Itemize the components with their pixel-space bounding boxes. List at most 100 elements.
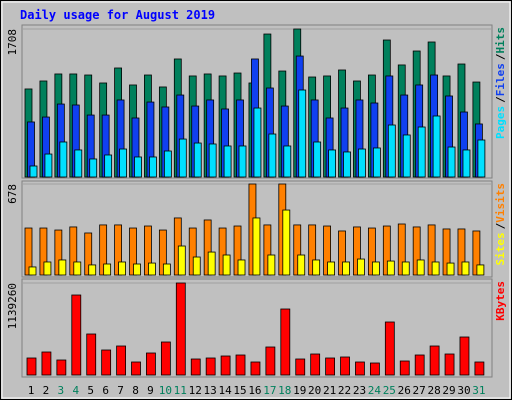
bar bbox=[89, 158, 98, 178]
bar bbox=[283, 145, 292, 178]
bar bbox=[192, 256, 201, 276]
bar bbox=[69, 226, 78, 276]
bar bbox=[188, 227, 197, 276]
x-tick-label: 2 bbox=[43, 384, 50, 397]
bar bbox=[133, 263, 141, 276]
bar bbox=[253, 107, 262, 178]
bar bbox=[397, 223, 406, 276]
bar bbox=[73, 261, 82, 276]
bar bbox=[134, 156, 142, 178]
bar bbox=[235, 354, 246, 376]
x-tick-label: 16 bbox=[248, 384, 261, 397]
bar bbox=[323, 225, 332, 276]
bar bbox=[149, 156, 157, 178]
bar bbox=[474, 361, 485, 376]
bar bbox=[312, 259, 321, 276]
bar bbox=[429, 345, 440, 376]
bar bbox=[160, 341, 171, 376]
bar bbox=[208, 143, 217, 178]
bar bbox=[24, 227, 33, 276]
bar bbox=[131, 361, 141, 376]
x-tick-label: 13 bbox=[204, 384, 217, 397]
bar bbox=[298, 89, 307, 178]
legend-entry: Hits bbox=[494, 27, 507, 54]
bar bbox=[237, 259, 246, 276]
bar bbox=[263, 224, 272, 276]
bar bbox=[358, 148, 366, 178]
bar bbox=[28, 266, 37, 276]
bar bbox=[412, 226, 421, 276]
x-tick-label: 28 bbox=[427, 384, 440, 397]
bar bbox=[325, 357, 336, 376]
bar bbox=[118, 261, 126, 276]
x-tick-label: 14 bbox=[218, 384, 232, 397]
bar bbox=[148, 262, 156, 276]
bar bbox=[295, 358, 306, 376]
bar bbox=[144, 225, 152, 276]
x-tick-label: 9 bbox=[147, 384, 154, 397]
bar bbox=[223, 145, 232, 178]
y-tick-label: 1708 bbox=[6, 29, 19, 56]
bar bbox=[327, 261, 336, 276]
legend: Sites /Visits bbox=[494, 183, 507, 266]
legend-entry: KBytes bbox=[494, 281, 507, 321]
bar bbox=[280, 308, 291, 376]
legend-entry: Sites bbox=[494, 232, 507, 265]
bar bbox=[459, 336, 470, 376]
bar bbox=[472, 230, 481, 276]
bar bbox=[43, 261, 52, 276]
bar bbox=[101, 349, 112, 376]
legend: KBytes bbox=[494, 281, 507, 321]
bar bbox=[59, 141, 68, 178]
bar bbox=[328, 149, 337, 178]
bar bbox=[41, 351, 52, 376]
bar bbox=[119, 148, 127, 178]
bar bbox=[462, 149, 471, 178]
bar bbox=[158, 229, 167, 276]
x-tick-label: 15 bbox=[233, 384, 246, 397]
x-tick-label: 5 bbox=[87, 384, 94, 397]
x-tick-label: 31 bbox=[472, 384, 485, 397]
bar bbox=[178, 138, 187, 178]
bar bbox=[129, 227, 137, 276]
x-tick-label: 7 bbox=[117, 384, 124, 397]
bar bbox=[447, 146, 456, 178]
bar bbox=[342, 261, 350, 276]
y-tick-label: 678 bbox=[6, 184, 19, 204]
bar bbox=[282, 209, 291, 276]
bar bbox=[146, 352, 156, 376]
bar bbox=[29, 165, 38, 178]
bar bbox=[267, 254, 276, 276]
bar bbox=[26, 357, 37, 376]
bar bbox=[401, 261, 410, 276]
bar bbox=[218, 227, 227, 276]
legend: Pages/Files/Hits bbox=[494, 27, 507, 139]
bar bbox=[268, 133, 277, 178]
bar bbox=[293, 224, 302, 276]
bar bbox=[86, 333, 97, 376]
x-tick-label: 18 bbox=[278, 384, 291, 397]
bar bbox=[222, 254, 231, 276]
bar bbox=[58, 259, 67, 276]
bar bbox=[384, 321, 395, 376]
bar bbox=[233, 225, 242, 276]
x-tick-label: 6 bbox=[102, 384, 109, 397]
bar bbox=[39, 227, 48, 276]
chart-title: Daily usage for August 2019 bbox=[20, 8, 215, 22]
bar bbox=[372, 147, 381, 178]
x-tick-label: 20 bbox=[308, 384, 321, 397]
bar bbox=[175, 282, 186, 376]
x-tick-label: 22 bbox=[338, 384, 351, 397]
bar bbox=[399, 360, 410, 376]
x-tick-label: 21 bbox=[323, 384, 336, 397]
x-tick-label: 10 bbox=[159, 384, 172, 397]
bar bbox=[476, 264, 485, 276]
bar bbox=[432, 115, 441, 178]
bar bbox=[444, 353, 455, 376]
x-tick-label: 30 bbox=[457, 384, 470, 397]
bar bbox=[203, 219, 212, 276]
bar bbox=[114, 224, 122, 276]
legend-separator: / bbox=[494, 222, 507, 229]
x-tick-label: 27 bbox=[413, 384, 426, 397]
